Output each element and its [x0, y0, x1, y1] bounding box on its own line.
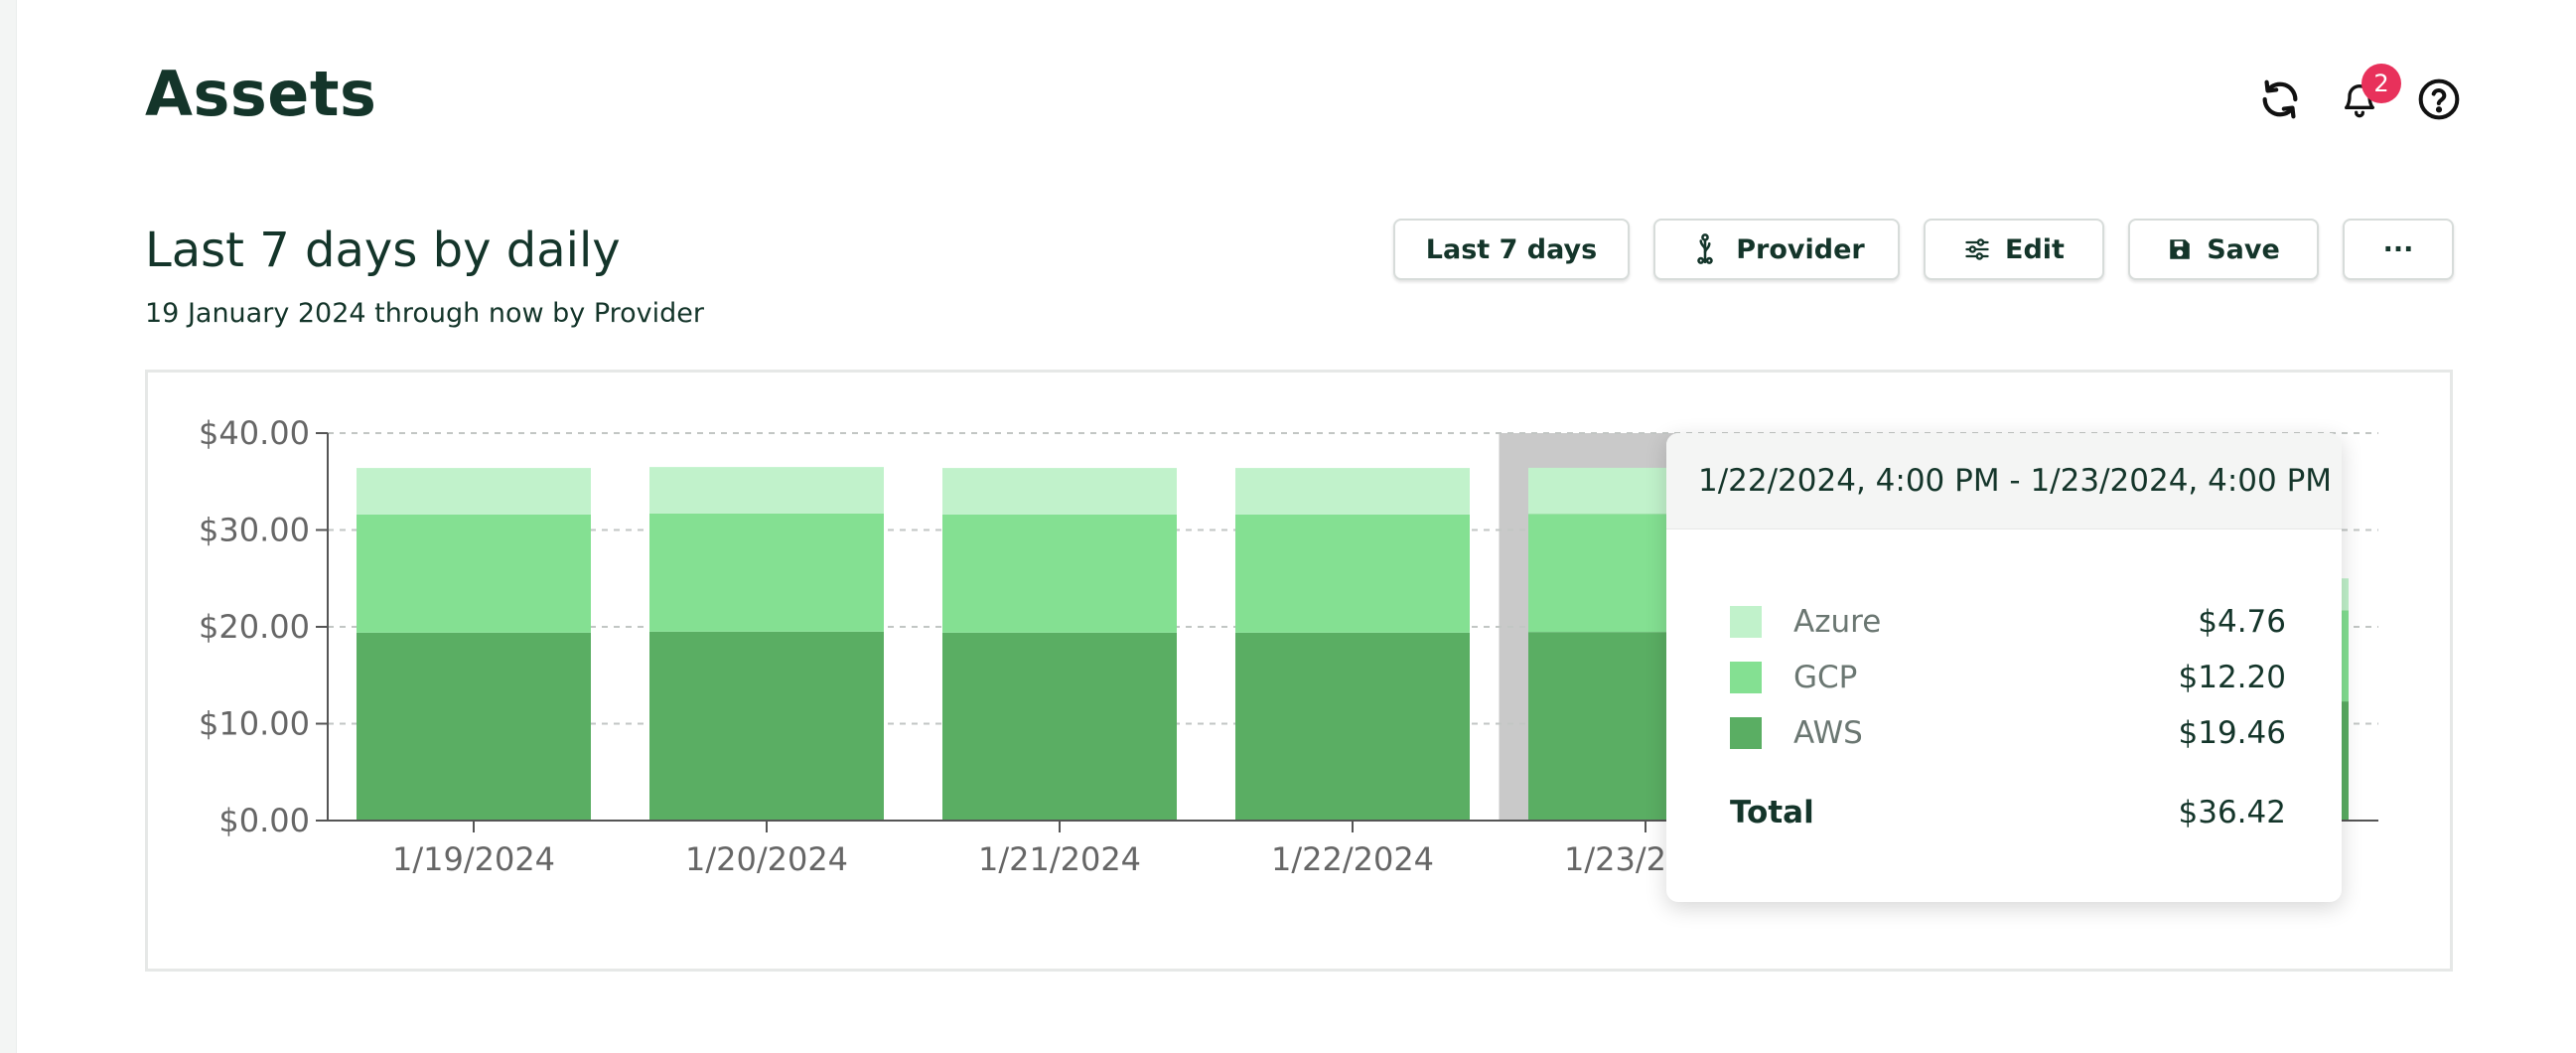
tooltip-series-value: $12.20: [2178, 660, 2286, 695]
tooltip-row-azure: Azure $4.76: [1730, 602, 2286, 642]
x-tick-label: 1/21/2024: [978, 840, 1141, 878]
y-tick-label: $40.00: [199, 414, 310, 452]
bar-aws: [357, 632, 591, 821]
save-button[interactable]: Save: [2128, 219, 2319, 280]
tooltip-total-row: Total $36.42: [1730, 793, 2286, 832]
bell-icon: [2345, 84, 2374, 118]
bar-azure: [649, 467, 884, 514]
more-options-button[interactable]: ···: [2343, 219, 2454, 280]
bar-aws: [649, 631, 884, 821]
tooltip-series-value: $19.46: [2178, 715, 2286, 751]
page-title: Assets: [145, 58, 377, 130]
bar-azure: [357, 468, 591, 515]
tooltip-series-value: $4.76: [2198, 604, 2286, 640]
bar-azure: [942, 468, 1177, 515]
provider-label: Provider: [1736, 233, 1865, 265]
tooltip-series-name: GCP: [1793, 660, 1858, 695]
tooltip-series-name: AWS: [1793, 715, 1863, 751]
y-tick-label: $0.00: [218, 802, 310, 839]
bar-gcp: [942, 514, 1177, 633]
x-tick-label: 1/22/2024: [1271, 840, 1434, 878]
header-actions: 2: [2254, 64, 2465, 131]
edit-label: Edit: [2005, 233, 2065, 265]
bar-gcp: [357, 514, 591, 633]
tooltip-date-range: 1/22/2024, 4:00 PM - 1/23/2024, 4:00 PM: [1666, 433, 2342, 529]
date-range-button[interactable]: Last 7 days: [1393, 219, 1630, 280]
help-circle-icon: [2418, 78, 2460, 120]
y-tick-label: $30.00: [199, 512, 310, 549]
x-tick-label: 1/19/2024: [392, 840, 555, 878]
report-toolbar: Last 7 days Provider Edit Save ···: [1393, 219, 2454, 280]
side-strip: [0, 0, 17, 1053]
bar-azure: [1235, 468, 1470, 515]
notification-badge: 2: [2361, 64, 2401, 103]
more-options-label: ···: [2382, 233, 2414, 265]
date-range-label: Last 7 days: [1425, 233, 1598, 265]
help-button[interactable]: [2413, 74, 2465, 125]
bar-aws: [942, 632, 1177, 821]
refresh-icon: [2262, 79, 2298, 119]
tooltip-total-value: $36.42: [2178, 795, 2286, 830]
bar-gcp: [649, 513, 884, 632]
group-by-provider-button[interactable]: Provider: [1653, 219, 1900, 280]
report-title: Last 7 days by daily: [145, 223, 621, 278]
save-label: Save: [2207, 233, 2280, 265]
tooltip-total-label: Total: [1730, 795, 1814, 830]
bar-aws: [1235, 632, 1470, 821]
tooltip-row-aws: AWS $19.46: [1730, 713, 2286, 753]
azure-swatch: [1730, 606, 1762, 638]
notifications-button[interactable]: 2: [2334, 64, 2401, 125]
refresh-button[interactable]: [2254, 74, 2306, 125]
tooltip-row-gcp: GCP $12.20: [1730, 658, 2286, 697]
chart-tooltip: 1/22/2024, 4:00 PM - 1/23/2024, 4:00 PM …: [1666, 433, 2342, 902]
x-tick-label: 1/20/2024: [685, 840, 848, 878]
report-subtitle: 19 January 2024 through now by Provider: [145, 298, 705, 329]
bar-gcp: [1235, 514, 1470, 633]
sliders-icon: [1965, 238, 1989, 260]
aws-swatch: [1730, 717, 1762, 749]
gcp-swatch: [1730, 662, 1762, 693]
edit-button[interactable]: Edit: [1924, 219, 2104, 280]
group-by-icon: [1697, 233, 1714, 264]
y-tick-label: $10.00: [199, 705, 310, 743]
floppy-disk-icon: [2170, 239, 2190, 259]
tooltip-series-name: Azure: [1793, 604, 1882, 640]
y-tick-label: $20.00: [199, 608, 310, 646]
